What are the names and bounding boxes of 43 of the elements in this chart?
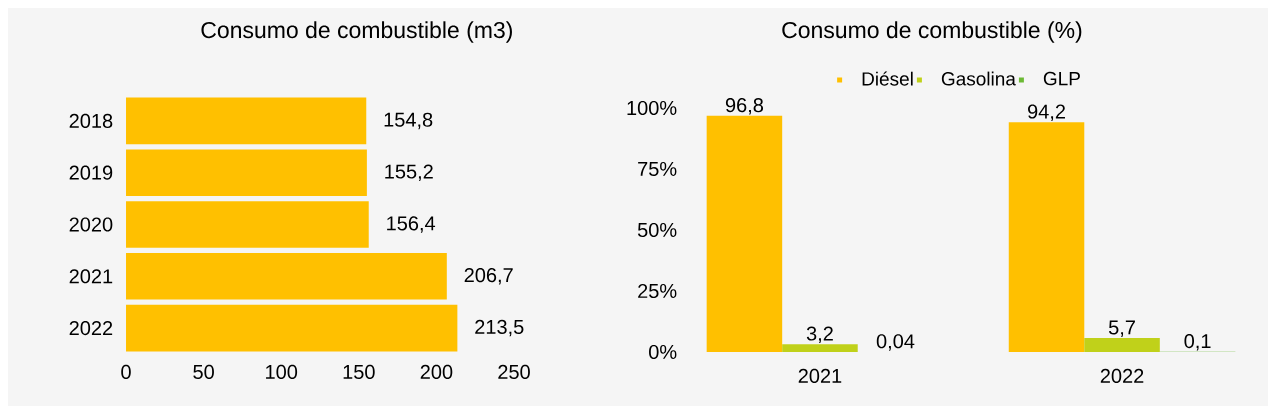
legend-label: GLP: [1043, 71, 1080, 86]
x-tick-label: 2022: [1100, 368, 1144, 384]
x-tick-label: 150: [343, 364, 375, 380]
data-label: 96,8: [725, 98, 764, 115]
bar: [126, 201, 369, 248]
bar: [126, 304, 458, 352]
x-tick-label: 50: [193, 364, 214, 380]
y-tick-label: 2020: [69, 217, 113, 232]
data-label: 94,2: [1028, 104, 1065, 121]
y-tick-label: 100%: [627, 100, 677, 116]
y-tick-label: 0%: [649, 344, 677, 360]
y-tick-label: 2022: [69, 321, 113, 336]
data-label: 0,1: [1184, 334, 1211, 351]
data-label: 156,4: [387, 216, 436, 233]
y-tick-label: 2019: [69, 165, 113, 180]
bar: [1084, 338, 1160, 352]
data-label: 206,7: [464, 268, 513, 285]
data-label: 3,2: [806, 326, 833, 343]
legend-label: Gasolina: [941, 71, 1016, 86]
chart-title: Consumo de combustible (m3): [201, 21, 512, 43]
x-tick-label: 100: [266, 364, 298, 380]
y-tick-label: 2021: [69, 269, 113, 284]
bar: [706, 115, 783, 352]
data-label: 154,8: [384, 112, 433, 130]
y-tick-label: 75%: [638, 161, 677, 177]
bar: [126, 97, 367, 145]
data-label: 155,2: [385, 164, 433, 181]
y-tick-label: 2018: [69, 113, 113, 128]
x-tick-label: 200: [420, 364, 453, 380]
legend-label: Diésel: [862, 71, 913, 86]
bar: [126, 252, 447, 300]
x-tick-label: 0: [121, 364, 131, 380]
y-tick-label: 50%: [637, 222, 677, 238]
data-label: 0,04: [876, 334, 915, 351]
data-label: 213,5: [475, 319, 524, 337]
chart-title: Consumo de combustible (%): [782, 21, 1082, 43]
x-tick-label: 2021: [798, 368, 842, 384]
y-tick-label: 25%: [638, 283, 677, 299]
x-tick-label: 250: [498, 364, 530, 380]
bar: [782, 344, 858, 352]
bar: [126, 149, 367, 196]
data-label: 5,7: [1108, 320, 1135, 337]
bar: [1008, 122, 1085, 352]
